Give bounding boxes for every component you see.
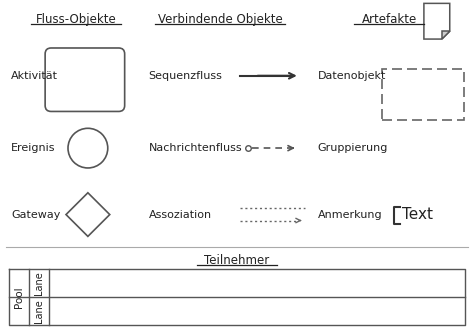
Circle shape bbox=[68, 128, 108, 168]
Text: Aktivität: Aktivität bbox=[11, 71, 58, 81]
Text: Anmerkung: Anmerkung bbox=[318, 210, 382, 219]
Text: Fluss-Objekte: Fluss-Objekte bbox=[36, 13, 116, 26]
Text: Sequenzfluss: Sequenzfluss bbox=[148, 71, 222, 81]
Polygon shape bbox=[442, 31, 450, 39]
Text: Lane: Lane bbox=[34, 271, 44, 295]
FancyBboxPatch shape bbox=[382, 69, 464, 120]
Text: Gateway: Gateway bbox=[11, 210, 61, 219]
Polygon shape bbox=[66, 193, 110, 236]
Text: Nachrichtenfluss: Nachrichtenfluss bbox=[148, 143, 242, 153]
FancyBboxPatch shape bbox=[45, 48, 125, 112]
Text: Datenobjekt: Datenobjekt bbox=[318, 71, 386, 81]
Text: Pool: Pool bbox=[14, 286, 24, 308]
Text: Teilnehmer: Teilnehmer bbox=[204, 254, 270, 267]
Text: Lane: Lane bbox=[34, 299, 44, 323]
Text: Assoziation: Assoziation bbox=[148, 210, 212, 219]
Text: Gruppierung: Gruppierung bbox=[318, 143, 388, 153]
Text: Text: Text bbox=[402, 207, 433, 222]
Polygon shape bbox=[424, 3, 450, 39]
Text: Ereignis: Ereignis bbox=[11, 143, 56, 153]
Text: Verbindende Objekte: Verbindende Objekte bbox=[158, 13, 283, 26]
Text: Artefakte: Artefakte bbox=[362, 13, 417, 26]
